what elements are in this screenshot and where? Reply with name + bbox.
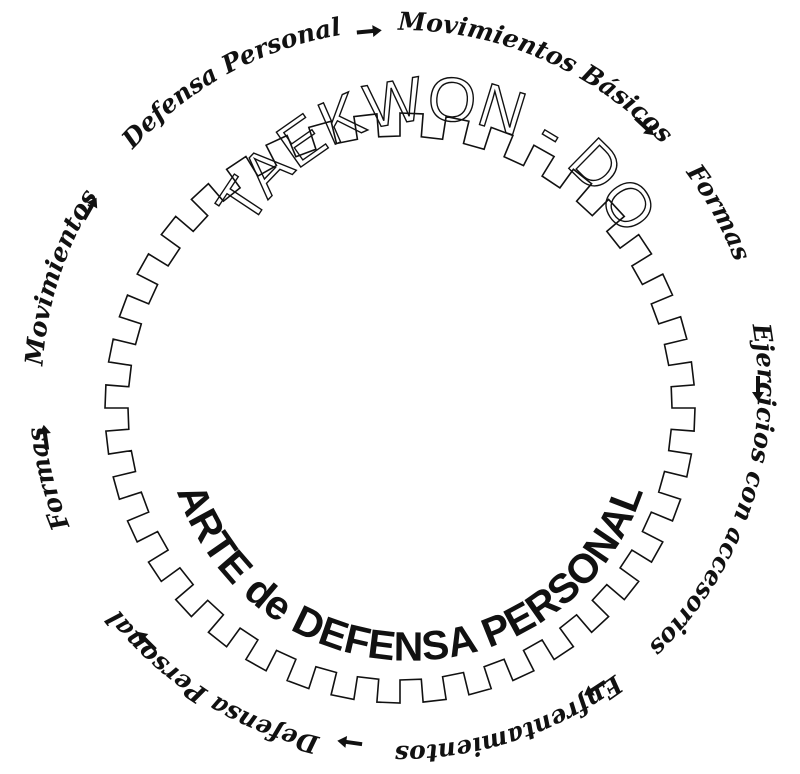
arrow-right-icon — [356, 25, 382, 38]
cycle-step-label: Formas — [21, 426, 75, 536]
cycle-step-label: Ejercicios con accesorios — [644, 320, 781, 662]
gear-ring-outline — [104, 112, 696, 704]
arrow-right-icon — [584, 679, 607, 696]
diagram-subtitle-path: ARTE de DEFENSA PERSONAL — [168, 478, 652, 670]
arrow-right-icon — [752, 376, 764, 401]
arrow-right-icon — [337, 736, 363, 748]
cycle-step-enfrentamientos: Enfrentamientos — [395, 669, 629, 769]
cycle-step-label: Enfrentamientos — [395, 669, 629, 769]
arrow-right-icon — [137, 631, 157, 651]
cycle-step-formas-left: Formas — [21, 426, 75, 536]
diagram-subtitle: ARTE de DEFENSA PERSONAL — [168, 478, 652, 670]
cycle-step-label: Formas — [680, 158, 756, 264]
cycle-step-formas: Formas — [680, 158, 756, 264]
arrow-right-icon — [39, 424, 51, 450]
cycle-step-ejercicios-con-accesorios: Ejercicios con accesorios — [644, 320, 781, 662]
arrow-right-icon — [634, 116, 654, 136]
arrow-right-icon — [82, 197, 98, 221]
cycle-arrows — [39, 25, 764, 748]
